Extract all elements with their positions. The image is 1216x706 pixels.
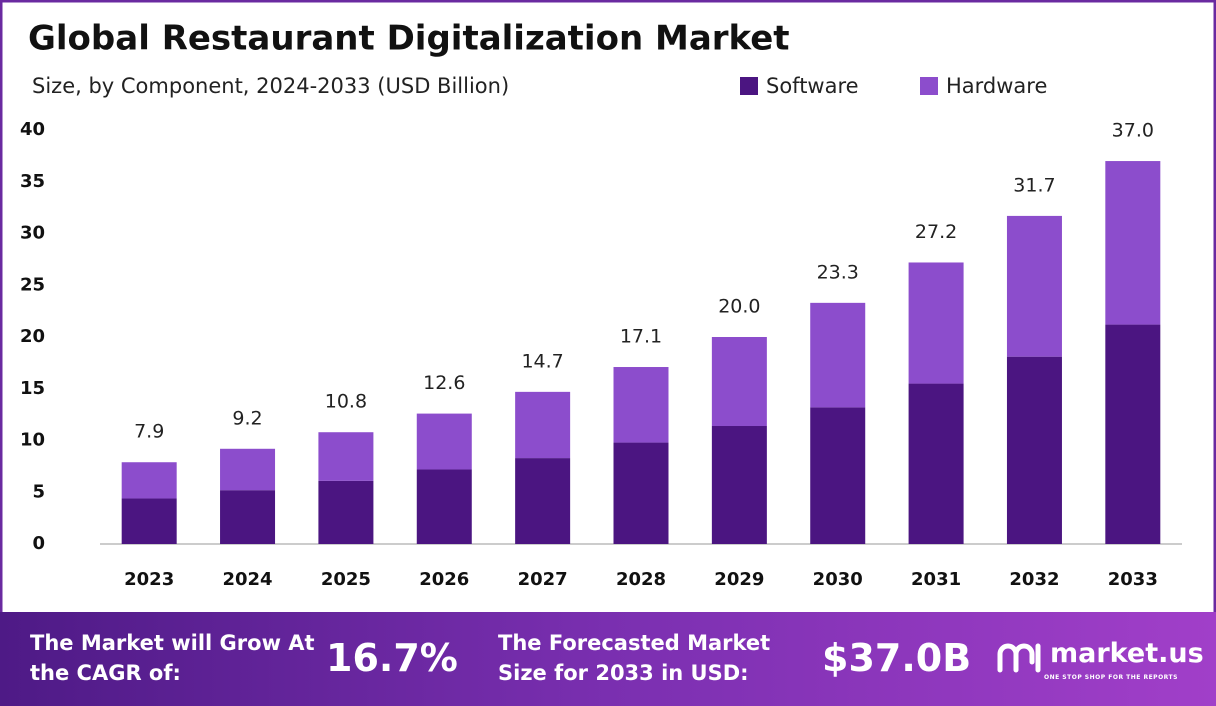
bar-segment [1006,215,1062,357]
total-label: 10.8 [325,391,367,413]
bar-segment [318,480,374,544]
cagr-value: 16.7% [326,636,458,680]
bar-segment [810,302,866,408]
legend-label: Software [766,74,859,98]
total-label: 37.0 [1112,120,1154,142]
forecast-value: $37.0B [822,636,972,680]
x-tick-label: 2031 [911,569,961,590]
total-label: 17.1 [620,326,662,348]
bar-segment [416,469,472,544]
chart-title: Global Restaurant Digitalization Market [28,19,790,59]
brand: market.us [1050,638,1204,669]
bar-segment [318,432,374,481]
bar-segment [220,448,276,491]
bar-segment [416,413,472,470]
y-tick-label: 20 [20,326,45,347]
bar-segment [613,367,669,443]
bar-segment [908,383,964,544]
legend-label: Hardware [946,74,1047,98]
x-tick-label: 2026 [419,569,469,590]
legend-swatch [740,77,758,95]
x-tick-label: 2023 [124,569,174,590]
bar-segment [515,391,571,459]
y-tick-label: 25 [20,274,45,295]
y-tick-label: 35 [20,171,45,192]
total-label: 20.0 [718,296,760,318]
logo-icon [997,643,1041,673]
total-label: 27.2 [915,221,957,243]
x-tick-label: 2024 [222,569,272,590]
bar-segment [711,337,767,427]
total-label: 23.3 [817,261,859,283]
x-tick-label: 2033 [1108,569,1158,590]
bar-segment [1105,161,1161,325]
legend-swatch [920,77,938,95]
total-label: 9.2 [232,407,262,429]
y-tick-label: 0 [32,533,45,554]
tagline: ONE STOP SHOP FOR THE REPORTS [1044,674,1178,681]
y-tick-label: 5 [32,481,45,502]
x-tick-label: 2028 [616,569,666,590]
bar-segment [121,498,177,544]
y-tick-label: 15 [20,378,45,399]
bar-segment [711,426,767,544]
total-label: 14.7 [521,350,563,372]
bar-segment [515,458,571,544]
chart: Global Restaurant Digitalization Market … [0,0,1216,623]
bar-segment [908,262,964,384]
forecast-text: The Forecasted Market Size for 2033 in U… [498,631,771,685]
total-label: 31.7 [1013,174,1055,196]
total-label: 7.9 [134,421,164,443]
y-tick-label: 10 [20,430,45,451]
chart-subtitle: Size, by Component, 2024-2033 (USD Billi… [32,74,509,98]
y-tick-label: 40 [20,119,45,140]
cagr-text: The Market will Grow At the CAGR of: [30,631,315,685]
y-tick-label: 30 [20,223,45,244]
x-tick-label: 2029 [714,569,764,590]
bar-segment [810,407,866,544]
x-tick-label: 2032 [1009,569,1059,590]
x-tick-label: 2025 [321,569,371,590]
total-label: 12.6 [423,372,465,394]
x-tick-label: 2030 [813,569,863,590]
bar-segment [121,462,177,499]
footer: The Market will Grow At the CAGR of: 16.… [0,612,1216,706]
bar-segment [613,442,669,544]
x-tick-label: 2027 [518,569,568,590]
bar-segment [1006,356,1062,544]
bar-segment [220,490,276,544]
bar-segment [1105,324,1161,544]
